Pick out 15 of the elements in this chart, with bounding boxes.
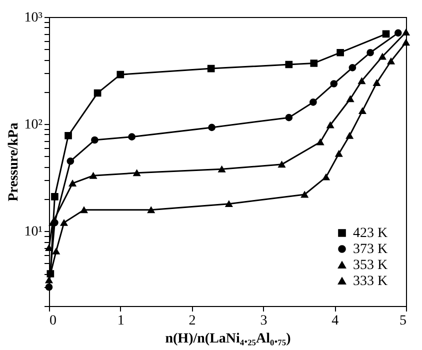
legend-label: 373 K — [353, 242, 388, 257]
y-tick-label: 10² — [24, 118, 42, 133]
y-tick-label: 10³ — [24, 10, 42, 26]
x-tick-label: 2 — [188, 314, 196, 328]
x-tick-label: 3 — [260, 314, 268, 328]
legend-label: 353 K — [353, 258, 388, 273]
x-tick-label: 0 — [50, 314, 56, 328]
x-tick-label: 4 — [332, 314, 339, 328]
x-tick-label: 5 — [400, 314, 406, 328]
x-axis-title: n(H)/n(LaNi₄.₂₅Al₀.₇₅) — [165, 332, 292, 346]
y-axis-title: Pressure/kPa — [6, 122, 22, 202]
x-tick-label: 1 — [117, 314, 124, 328]
y-tick-label: 10¹ — [24, 224, 42, 240]
legend-label: 423 K — [353, 226, 388, 241]
legend-label: 333 K — [353, 274, 388, 289]
